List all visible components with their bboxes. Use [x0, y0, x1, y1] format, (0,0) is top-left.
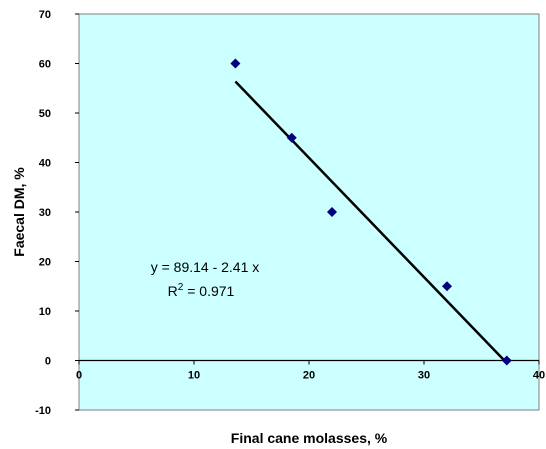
- x-tick-label: 20: [303, 370, 315, 382]
- data-point: [230, 58, 241, 69]
- y-tick-label: 70: [39, 9, 51, 21]
- x-tick-label: 0: [76, 370, 82, 382]
- y-tick-label: 40: [39, 158, 51, 170]
- y-axis: -10 0 10 20 30 40 50 60 70: [35, 9, 79, 417]
- data-point: [286, 132, 297, 143]
- r-squared-sup: 2: [178, 282, 184, 293]
- x-tick-label: 40: [533, 370, 545, 382]
- y-tick-label: -10: [35, 405, 51, 417]
- r-squared-value: = 0.971: [183, 283, 234, 299]
- y-tick-label: 10: [39, 306, 51, 318]
- x-tick-label: 10: [188, 370, 200, 382]
- y-tick-label: 30: [39, 207, 51, 219]
- y-tick-label: 0: [45, 356, 51, 368]
- y-tick-label: 60: [39, 59, 51, 71]
- r-squared-label: R2 = 0.971: [168, 282, 235, 299]
- trendline: [234, 80, 506, 362]
- equation-label: y = 89.14 - 2.41 x: [151, 259, 260, 275]
- y-axis-title: Faecal DM, %: [11, 167, 27, 257]
- plot-area: [78, 13, 540, 411]
- x-axis: 0 10 20 30 40: [76, 360, 545, 382]
- data-point: [327, 207, 337, 217]
- x-axis-title: Final cane molasses, %: [231, 430, 388, 446]
- y-tick-label: 20: [39, 257, 51, 269]
- data-point: [501, 355, 512, 366]
- r-squared-prefix: R: [168, 283, 178, 299]
- y-tick-label: 50: [39, 108, 51, 120]
- x-tick-label: 30: [418, 370, 430, 382]
- data-point: [442, 281, 452, 292]
- data-points: [230, 58, 512, 366]
